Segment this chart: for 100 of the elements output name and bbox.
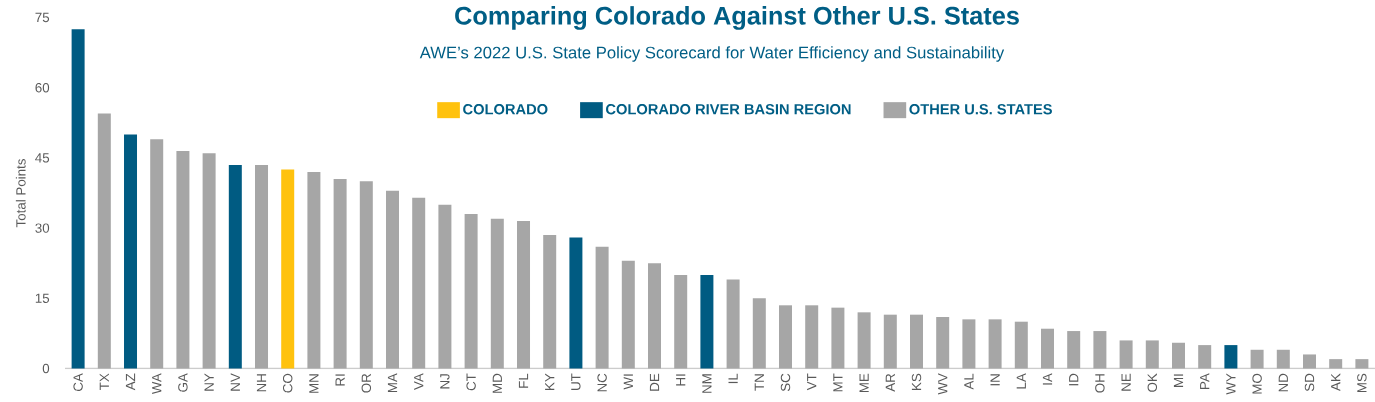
x-tick-label: NE: [1121, 373, 1131, 391]
bar: [805, 305, 819, 369]
x-tick-label: NM: [702, 374, 712, 393]
bar: [386, 190, 400, 369]
x-tick-label: MD: [492, 373, 502, 393]
bar: [71, 29, 85, 369]
x-tick-label: WY: [1226, 373, 1236, 395]
bar: [883, 314, 897, 369]
x-tick-label: LA: [1016, 373, 1026, 389]
x-tick-label: OK: [1147, 373, 1158, 392]
x-tick-label: CA: [73, 373, 83, 392]
x-tick-label: MS: [1357, 373, 1367, 393]
bar: [281, 169, 295, 369]
y-tick-label: 60: [35, 82, 50, 93]
bar: [176, 150, 190, 369]
x-tick-label: SD: [1304, 373, 1315, 392]
x-tick-label: DE: [649, 373, 660, 391]
x-tick-label: MN: [309, 374, 319, 393]
x-tick-label: MA: [387, 373, 398, 393]
x-tick-label: VA: [414, 373, 424, 390]
legend-label: OTHER U.S. STATES: [909, 104, 1052, 115]
legend-label: COLORADO RIVER BASIN REGION: [606, 104, 851, 115]
bar: [700, 274, 714, 369]
bar: [1014, 321, 1028, 369]
x-tick-label: IL: [728, 373, 738, 384]
bar: [255, 164, 269, 369]
bar: [228, 164, 242, 369]
bar: [1119, 340, 1133, 369]
bar: [1224, 345, 1238, 369]
bar: [438, 204, 452, 369]
x-tick-label: NY: [204, 373, 214, 391]
x-tick-label: WI: [623, 374, 633, 390]
x-tick-label: IN: [990, 374, 1000, 386]
bar: [1303, 354, 1316, 369]
bar: [1067, 331, 1081, 369]
y-tick-label: 0: [42, 363, 50, 374]
bar: [543, 235, 557, 369]
x-tick-label: MO: [1252, 373, 1262, 394]
y-tick-label: 75: [35, 12, 50, 23]
bar: [621, 260, 635, 369]
legend-label: COLORADO: [463, 104, 548, 115]
bar: [490, 218, 504, 369]
bar: [307, 171, 321, 369]
x-tick-label: AK: [1331, 373, 1341, 391]
x-tick-label: TN: [754, 374, 764, 391]
x-tick-label: OR: [361, 373, 372, 393]
bar: [648, 263, 661, 369]
x-tick-label: MI: [1173, 374, 1184, 387]
bar: [333, 178, 347, 369]
x-tick-label: KS: [911, 373, 922, 390]
x-tick-label: UT: [571, 373, 581, 390]
bar: [674, 274, 688, 369]
bar: [97, 113, 111, 369]
y-axis-title: Total Points: [15, 159, 26, 228]
chart-title: Comparing Colorado Against Other U.S. States: [455, 6, 1019, 30]
x-tick-label: AZ: [125, 373, 136, 391]
x-tick-label: GA: [178, 373, 188, 392]
bar: [464, 214, 478, 369]
bar: [1093, 331, 1107, 369]
x-tick-label: CO: [283, 373, 293, 393]
bar: [1329, 359, 1343, 369]
x-tick-label: TX: [99, 373, 109, 390]
x-tick-label: CT: [466, 373, 476, 391]
text: AWE’s 2022 U.S. State Policy Scorecard for Water Efficiency and Sustainability: [419, 46, 1005, 62]
y-tick-label: 15: [35, 293, 50, 303]
x-tick-label: NH: [256, 374, 267, 392]
x-tick-label: VT: [807, 373, 817, 391]
x-tick-label: AL: [964, 373, 974, 390]
bar: [150, 139, 164, 369]
x-tick-label: RI: [335, 374, 345, 386]
bar: [517, 221, 531, 369]
x-tick-label: IA: [1042, 373, 1053, 385]
bar: [910, 314, 923, 369]
bar: [1250, 349, 1264, 369]
bar: [595, 246, 609, 369]
bar: [569, 237, 583, 369]
bar: [779, 305, 792, 369]
x-tick-label: AR: [885, 373, 895, 392]
x-tick-label: KY: [545, 373, 555, 390]
x-tick-label: ME: [859, 373, 869, 393]
bar: [359, 181, 373, 369]
x-tick-label: NJ: [440, 374, 450, 389]
x-tick-label: WV: [938, 373, 948, 395]
bar: [936, 317, 950, 369]
bar: [857, 312, 871, 369]
bar: [752, 298, 766, 369]
x-tick-label: OH: [1095, 374, 1105, 393]
bar: [962, 319, 976, 369]
x-tick-label: WA: [152, 373, 162, 395]
bar: [726, 279, 740, 369]
x-tick-label: ND: [1278, 373, 1288, 392]
bar: [1276, 349, 1290, 369]
bar: [988, 319, 1002, 369]
x-tick-label: ID: [1069, 373, 1079, 386]
bar: [1355, 359, 1369, 369]
bar: [1145, 340, 1159, 369]
bar: [1041, 328, 1054, 369]
y-tick-label: 45: [35, 153, 50, 163]
x-tick-label: SC: [780, 373, 791, 392]
bar: [202, 153, 216, 369]
